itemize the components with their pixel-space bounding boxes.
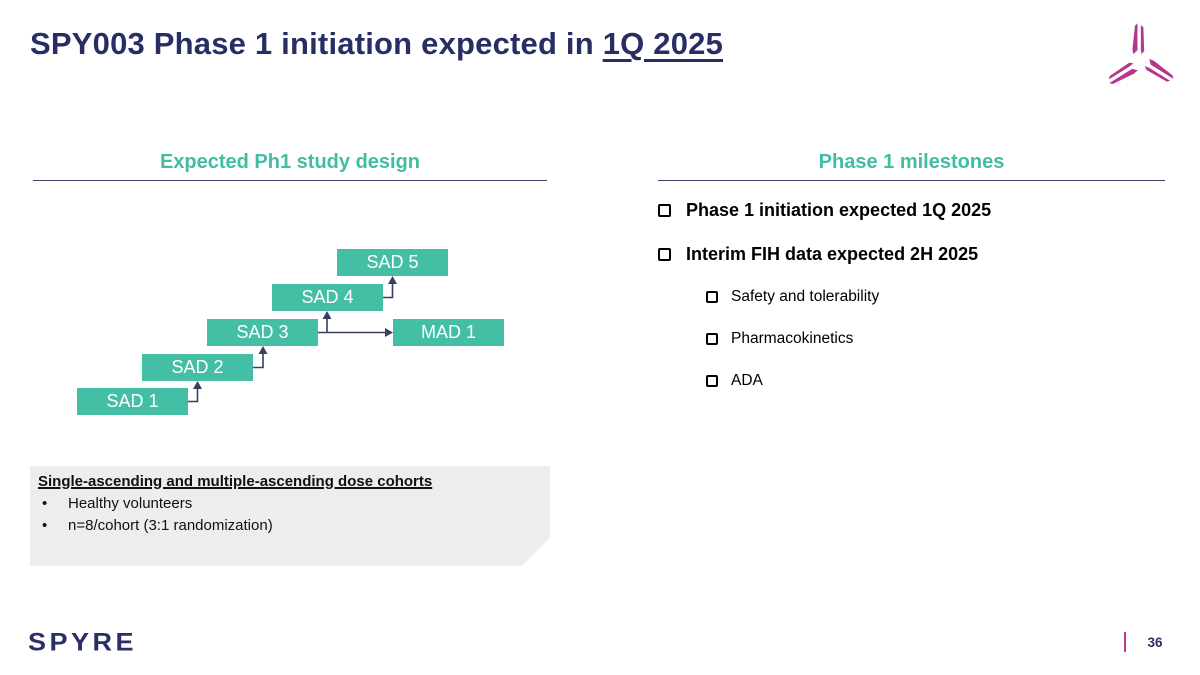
left-section-divider — [33, 180, 547, 181]
diagram-box-sad5: SAD 5 — [337, 249, 448, 276]
milestone-subitem: Pharmacokinetics — [706, 330, 1188, 348]
checkbox-square-icon — [706, 333, 718, 345]
page-title: SPY003 Phase 1 initiation expected in 1Q… — [30, 26, 723, 62]
page-title-highlight: 1Q 2025 — [602, 26, 724, 61]
bullet-dot-icon: • — [42, 517, 48, 534]
right-section-divider — [658, 180, 1165, 181]
cohort-callout-box: Single-ascending and multiple-ascending … — [30, 466, 550, 566]
right-section-header: Phase 1 milestones — [818, 151, 1005, 173]
checkbox-square-icon — [658, 248, 671, 261]
callout-bullet-row: • Healthy volunteers — [38, 495, 540, 512]
milestone-sublabel: Pharmacokinetics — [731, 330, 854, 347]
diagram-box-sad4: SAD 4 — [272, 284, 383, 311]
left-section-header: Expected Ph1 study design — [159, 151, 421, 173]
milestone-label: Interim FIH data expected 2H 2025 — [686, 244, 979, 264]
diagram-box-mad1: MAD 1 — [393, 319, 504, 346]
callout-bullet-text: n=8/cohort (3:1 randomization) — [68, 517, 273, 534]
milestones-list: Phase 1 initiation expected 1Q 2025 Inte… — [658, 200, 1188, 414]
page-number: 36 — [1147, 635, 1163, 650]
milestone-item: Interim FIH data expected 2H 2025 — [658, 244, 1188, 265]
milestone-sublabel: ADA — [731, 372, 763, 389]
callout-title: Single-ascending and multiple-ascending … — [38, 473, 433, 490]
bullet-dot-icon: • — [42, 495, 48, 512]
checkbox-square-icon — [706, 291, 718, 303]
milestone-subitem: ADA — [706, 372, 1188, 390]
page-title-prefix: SPY003 Phase 1 initiation expected in — [30, 26, 603, 61]
milestone-item: Phase 1 initiation expected 1Q 2025 — [658, 200, 1188, 221]
milestone-subitem: Safety and tolerability — [706, 288, 1188, 306]
page-number-divider — [1124, 632, 1126, 652]
spyre-wordmark-logo: SPYRE — [28, 628, 138, 656]
milestone-sublabel: Safety and tolerability — [731, 288, 880, 305]
checkbox-square-icon — [658, 204, 671, 217]
diagram-box-sad2: SAD 2 — [142, 354, 253, 381]
spyre-antibody-logo-icon — [1108, 23, 1174, 84]
checkbox-square-icon — [706, 375, 718, 387]
callout-bullet-text: Healthy volunteers — [68, 495, 193, 512]
milestone-label: Phase 1 initiation expected 1Q 2025 — [686, 200, 992, 220]
callout-bullet-row: • n=8/cohort (3:1 randomization) — [38, 517, 540, 534]
diagram-box-sad3: SAD 3 — [207, 319, 318, 346]
diagram-box-sad1: SAD 1 — [77, 388, 188, 415]
